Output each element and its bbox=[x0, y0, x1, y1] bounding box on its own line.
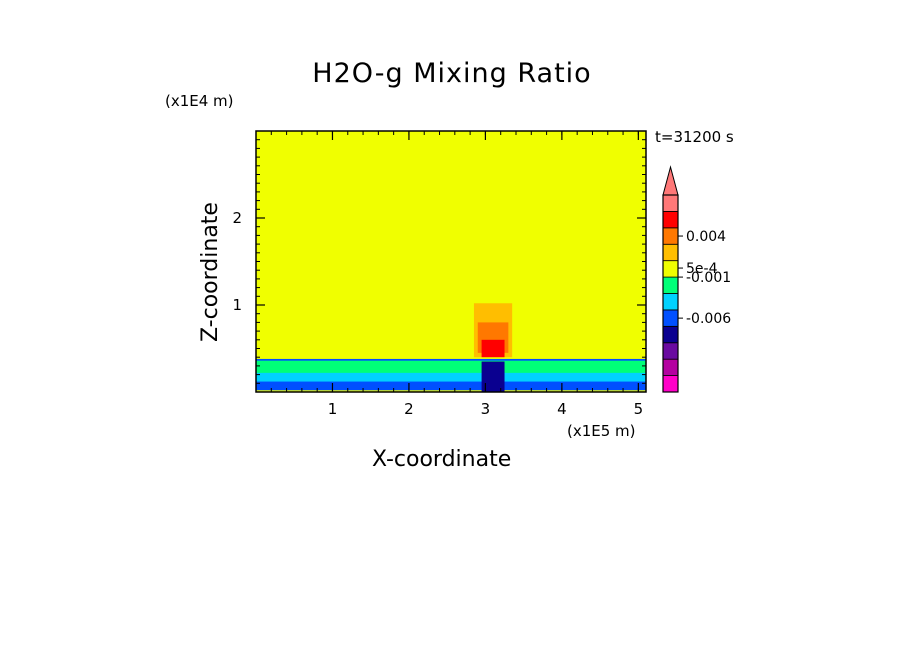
colorbar-segment bbox=[662, 342, 679, 360]
x-tick-label: 3 bbox=[481, 400, 491, 418]
colorbar-segment bbox=[662, 260, 679, 278]
y-tick-label: 2 bbox=[232, 209, 242, 227]
y-tick-label: 1 bbox=[232, 296, 242, 314]
x-tick-label: 2 bbox=[404, 400, 414, 418]
colorbar-segment bbox=[662, 375, 679, 393]
colorbar-segment bbox=[662, 211, 679, 229]
time-label: t=31200 s bbox=[655, 128, 734, 146]
colorbar-segment bbox=[662, 194, 679, 212]
contour-region bbox=[481, 361, 505, 392]
colorbar-segment bbox=[662, 309, 679, 327]
contour-region bbox=[256, 360, 646, 373]
colorbar-segment bbox=[662, 243, 679, 262]
colorbar-segment bbox=[662, 293, 679, 311]
colorbar-label: 0.004 bbox=[686, 229, 726, 245]
x-tick-label: 1 bbox=[328, 400, 338, 418]
colorbar-segment bbox=[662, 227, 679, 245]
x-tick-label: 5 bbox=[634, 400, 644, 418]
colorbar-segment bbox=[662, 358, 679, 376]
x-axis-scale-label: (x1E5 m) bbox=[567, 422, 636, 440]
x-tick-label: 4 bbox=[557, 400, 567, 418]
y-axis-scale-label: (x1E4 m) bbox=[165, 92, 234, 110]
colorbar-segment bbox=[662, 325, 679, 344]
colorbar-segment bbox=[662, 276, 679, 294]
x-axis-label: X-coordinate bbox=[372, 447, 512, 472]
colorbar-label: 5e-4 bbox=[686, 261, 718, 277]
contour-region bbox=[481, 339, 505, 358]
contour-background bbox=[256, 131, 646, 392]
chart-title: H2O-g Mixing Ratio bbox=[312, 58, 592, 89]
colorbar-frame bbox=[662, 194, 679, 393]
colorbar-label: -0.006 bbox=[686, 311, 731, 327]
colorbar-extension bbox=[662, 165, 679, 196]
colorbar-label: -0.001 bbox=[686, 270, 731, 286]
